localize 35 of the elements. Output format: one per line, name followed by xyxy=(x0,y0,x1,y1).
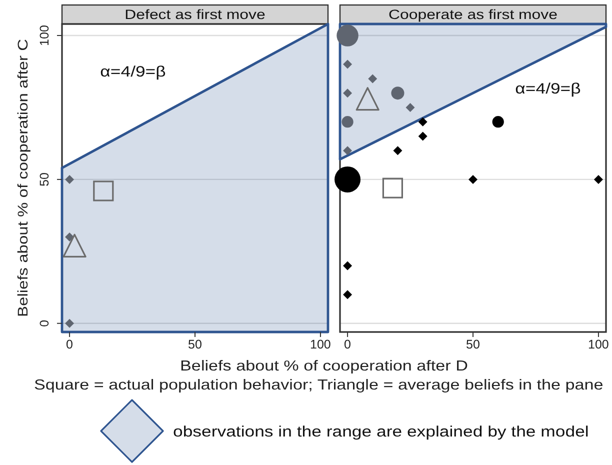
point xyxy=(343,60,352,69)
point xyxy=(356,87,380,111)
point xyxy=(343,261,352,270)
x-tick-label: 100 xyxy=(588,337,609,352)
point xyxy=(418,132,428,141)
y-tick-label: 50 xyxy=(37,172,52,186)
point xyxy=(62,234,86,258)
point xyxy=(382,178,403,198)
point xyxy=(418,117,428,126)
text: Square = actual population behavior; Triangle = average beliefs in the pane xyxy=(34,378,604,394)
point xyxy=(343,88,352,98)
x-tick-label: 0 xyxy=(66,337,74,352)
point xyxy=(393,146,402,156)
point xyxy=(343,146,352,156)
y-tick-label: 0 xyxy=(37,320,52,327)
x-tick-label: 50 xyxy=(466,337,480,352)
point xyxy=(65,318,74,328)
chart-title: Defect as first move xyxy=(124,8,266,23)
point xyxy=(93,180,114,202)
x-tick-label: 0 xyxy=(344,337,352,352)
text: observations in the range are explained by the model xyxy=(173,424,589,441)
x-tick-label: 50 xyxy=(188,337,202,352)
x-tick-label: 100 xyxy=(310,337,331,352)
chart-title: Cooperate as first move xyxy=(388,8,558,23)
annotation: α=4/9=β xyxy=(515,81,581,98)
x-axis-title: Beliefs about % of cooperation after D xyxy=(180,358,468,374)
point xyxy=(468,174,478,184)
y-tick-label: 100 xyxy=(37,25,52,46)
y-axis-title: Beliefs about % of cooperation after C xyxy=(16,39,32,317)
point xyxy=(368,74,378,84)
annotation: α=4/9=β xyxy=(100,64,166,81)
point xyxy=(65,174,74,184)
point xyxy=(406,102,415,112)
point xyxy=(343,290,352,300)
point xyxy=(594,174,603,184)
